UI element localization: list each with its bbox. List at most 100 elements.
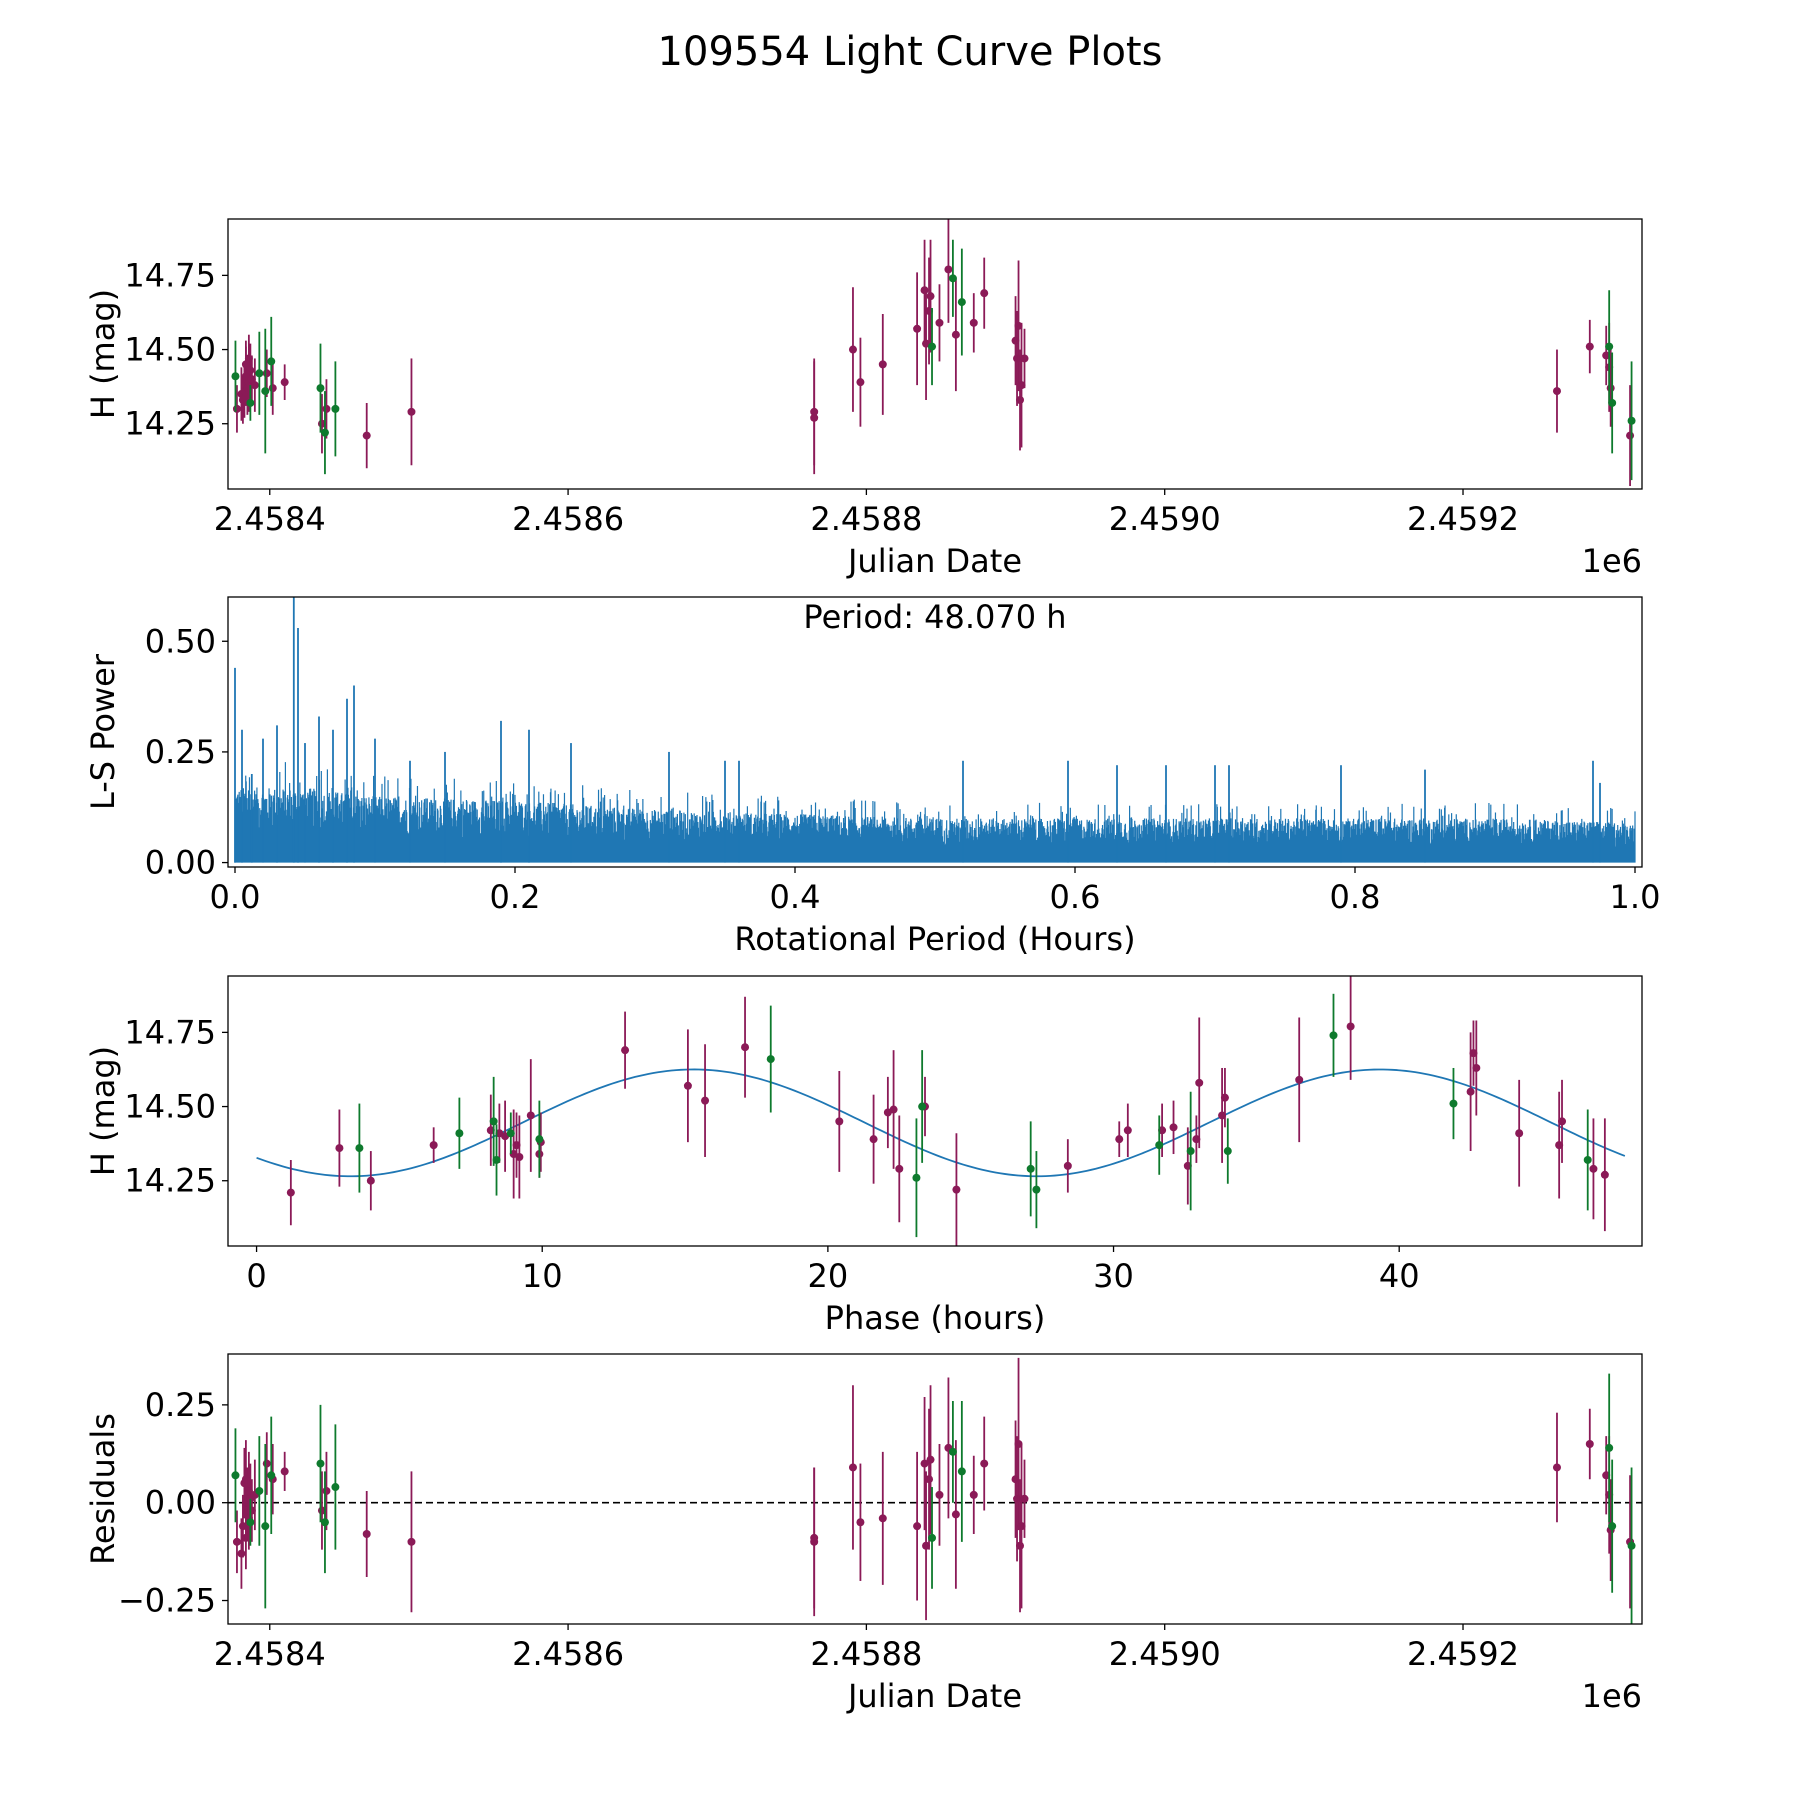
data-point [869,1135,878,1144]
data-point [1014,321,1023,330]
data-point [331,404,340,413]
data-point [362,1530,371,1538]
data-point [267,1471,276,1480]
data-point [925,1475,934,1484]
x-tick-label: 2.4588 [810,1635,922,1673]
data-point [810,1537,819,1546]
data-point [316,1459,325,1468]
data-point [1449,1099,1458,1108]
data-point [1223,1147,1232,1156]
x-tick-label: 2.4588 [810,500,922,538]
y-tick-label: 14.25 [124,405,216,443]
data-point [1648,1538,1656,1546]
x-tick-label: 0.6 [1050,878,1101,916]
data-point [262,1459,271,1468]
data-point [1558,1117,1567,1126]
data-point [362,431,371,440]
data-point [320,428,329,437]
x-tick-label: 0.8 [1330,878,1381,916]
y-tick-label: 14.50 [124,331,216,369]
data-point [246,1518,255,1527]
data-point [261,387,270,396]
data-point [969,1490,978,1499]
y-tick-label: 0.00 [145,1484,216,1522]
data-point [1605,342,1614,351]
data-point [232,1537,241,1546]
data-point [515,1152,524,1161]
data-point [848,345,857,354]
data-point [268,384,277,393]
panel-residuals: 2.4584 2.4586 2.4588 2.4590 2.4592 −0.25 0.00 0… [84,1353,1656,1715]
data-point [912,1173,921,1182]
data-point [1552,387,1561,396]
panel-lightcurve: 2.4584 2.4586 2.4588 2.4590 2.4592 14.25 14.50… [84,218,1656,580]
data-point [951,330,960,339]
x-tick-label: 20 [808,1257,849,1295]
data-point [526,1111,535,1120]
axes-frame [227,975,1643,1247]
data-point [246,366,255,375]
data-point [944,265,953,274]
data-point [926,292,935,301]
data-point [621,1046,630,1055]
data-point [1026,1164,1035,1173]
data-point [920,1459,929,1468]
data-point [1032,1185,1041,1194]
y-axis-label: L-S Power [84,653,122,810]
data-point [1346,1022,1355,1031]
data-point [948,274,957,283]
x-tick-label: 0 [246,1257,266,1295]
data-point [935,318,944,327]
x-tick-label: 0.2 [490,878,541,916]
x-tick-label: 10 [522,1257,563,1295]
data-point [957,1467,966,1476]
data-point [952,1185,961,1194]
data-point [1515,1129,1524,1138]
data-point [407,407,416,416]
data-point [322,404,331,413]
x-axis-label: Phase (hours) [825,1299,1046,1337]
x-tick-label: 0.4 [770,878,821,916]
data-point [1600,1170,1609,1179]
data-point [848,1463,857,1472]
y-axis-label: H (mag) [84,289,122,419]
data-point [232,404,241,413]
data-point [1329,1031,1338,1040]
x-axis-label: Rotational Period (Hours) [734,920,1135,958]
x-tick-label: 2.4586 [512,500,624,538]
data-point [878,1514,887,1523]
data-point [1195,1078,1204,1087]
data-point [1648,372,1656,380]
x-tick-label: 2.4592 [1407,500,1519,538]
data-point [1020,1494,1029,1503]
y-tick-label: 0.25 [145,733,216,771]
data-point [280,378,289,387]
y-axis-label: Residuals [84,1413,122,1565]
data-point [1608,1522,1617,1531]
x-axis-label: Julian Date [846,542,1022,580]
data-point [980,1459,989,1468]
axes-frame [227,596,1643,868]
data-point [856,1518,865,1527]
axes-frame [227,218,1643,490]
data-point [913,324,922,333]
y-tick-label: 14.75 [124,256,216,294]
data-point [250,381,259,390]
data-point [492,1155,501,1164]
period-annotation: Period: 48.070 h [803,598,1066,636]
data-point [1585,1440,1594,1448]
data-point [280,1467,289,1476]
data-point [913,1522,922,1531]
data-point [856,378,865,387]
data-point [810,413,819,422]
data-point [969,318,978,327]
data-point [1602,351,1611,360]
plot-area [231,219,1656,487]
data-point [895,1164,904,1173]
data-point [231,1471,240,1480]
data-point [1602,1471,1611,1480]
data-point [889,1105,898,1114]
data-point [766,1055,775,1064]
data-point [920,286,929,295]
data-point [1605,1443,1614,1452]
